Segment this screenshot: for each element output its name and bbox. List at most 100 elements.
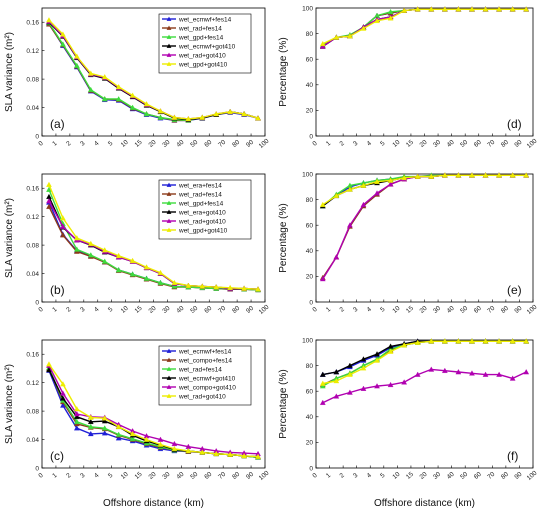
legend: wet_era+fes14 wet_rad+fes14 wet_gpd+fes14w… [158, 179, 252, 240]
data-point [87, 418, 94, 425]
data-point [496, 338, 502, 344]
data-point [60, 381, 66, 387]
x-tick-label: 50 [189, 305, 199, 315]
legend-label: wet_rad+fes14 [178, 366, 222, 373]
series-5 [46, 17, 261, 122]
x-tick-label: 70 [486, 305, 496, 315]
x-tick-label: 100 [258, 303, 271, 316]
y-tick-label: 80 [306, 197, 314, 204]
data-point [374, 178, 380, 184]
legend-label: wet_rad+got410 [178, 52, 226, 59]
x-tick-label: 1 [325, 472, 333, 480]
y-tick-label: 80 [306, 31, 314, 38]
series-line [48, 19, 259, 120]
data-point [509, 338, 516, 344]
x-tick-label: 90 [513, 139, 523, 149]
legend-swatch-marker [166, 357, 172, 362]
y-tick-label: 0.04 [26, 105, 39, 112]
data-point [60, 232, 66, 238]
data-point [73, 246, 80, 252]
legend-swatch-marker [166, 61, 172, 66]
data-point [347, 33, 353, 39]
data-point [171, 445, 178, 452]
x-tick-label: 3 [79, 140, 87, 148]
series-line [48, 363, 259, 458]
y-tick-label: 0 [35, 133, 39, 140]
y-axis-label: Percentage (%) [278, 37, 289, 106]
legend-swatch-marker [166, 348, 172, 353]
data-point [227, 451, 234, 457]
y-tick-label: 0.04 [26, 271, 39, 278]
series-line [48, 365, 259, 455]
data-point [333, 369, 340, 375]
x-tick-label: 4 [366, 472, 374, 480]
x-tick-label: 100 [526, 303, 539, 316]
panel-d: 0 1 2 3 4 5 10 15 20 30 40 50 60 70 80 90 10002040608010… [278, 5, 539, 150]
x-tick-label: 60 [203, 139, 213, 149]
data-point [455, 172, 462, 178]
data-point [60, 41, 66, 47]
x-tick-label: 80 [231, 471, 241, 481]
x-tick-label: 90 [245, 471, 255, 481]
y-tick-label: 20 [306, 274, 314, 281]
data-point [387, 181, 394, 187]
data-point [523, 369, 530, 375]
data-point [319, 40, 326, 47]
data-point [255, 453, 261, 459]
x-tick-label: 60 [473, 139, 483, 149]
data-point [523, 6, 530, 12]
data-point [60, 215, 66, 221]
series-5 [319, 338, 530, 386]
data-point [87, 423, 94, 429]
data-point [241, 285, 247, 291]
data-point [199, 283, 206, 289]
legend-label: wet_ecmwf+got410 [178, 375, 236, 382]
panel-label: (f) [507, 449, 518, 463]
data-point [185, 282, 192, 288]
data-point [509, 172, 516, 178]
series-5 [46, 181, 261, 292]
x-tick-label: 90 [513, 305, 523, 315]
y-tick-label: 60 [306, 57, 314, 64]
plot-frame [315, 7, 534, 137]
legend-swatch-marker [166, 16, 172, 21]
data-point [143, 264, 150, 270]
data-point [143, 101, 150, 107]
plot-frame [315, 173, 534, 303]
data-point [441, 338, 448, 344]
x-tick-label: 60 [473, 305, 483, 315]
x-tick-label: 15 [134, 139, 144, 149]
x-tick-label: 30 [161, 305, 171, 315]
y-tick-label: 0 [309, 465, 313, 472]
data-point [374, 383, 380, 389]
y-tick-label: 100 [302, 171, 313, 178]
y-tick-label: 60 [306, 223, 314, 230]
legend-label: wet_gpd+fes14 [178, 200, 224, 207]
data-point [87, 86, 94, 93]
data-point [441, 367, 448, 373]
x-tick-label: 30 [432, 471, 442, 481]
x-tick-label: 10 [120, 139, 130, 149]
data-point [360, 182, 367, 188]
data-point [185, 448, 192, 454]
legend-label: wet_rad+got410 [178, 393, 226, 400]
x-tick-label: 5 [379, 472, 387, 480]
legend-box [158, 179, 252, 240]
data-point [87, 414, 94, 420]
data-point [469, 172, 475, 178]
x-tick-label: 50 [459, 139, 469, 149]
legend-label: wet_compo+got410 [178, 384, 236, 391]
data-point [213, 450, 220, 457]
data-point [482, 338, 489, 344]
data-point [455, 6, 462, 12]
x-tick-label: 20 [419, 471, 429, 481]
x-tick-label: 20 [148, 471, 158, 481]
legend-box [158, 345, 252, 406]
y-tick-label: 0 [35, 299, 39, 306]
x-tick-label: 1 [51, 140, 59, 148]
legend-label: wet_gpd+got410 [178, 227, 228, 234]
panel-label: (e) [507, 283, 522, 297]
y-tick-label: 0.16 [26, 20, 39, 27]
data-point [157, 108, 164, 114]
